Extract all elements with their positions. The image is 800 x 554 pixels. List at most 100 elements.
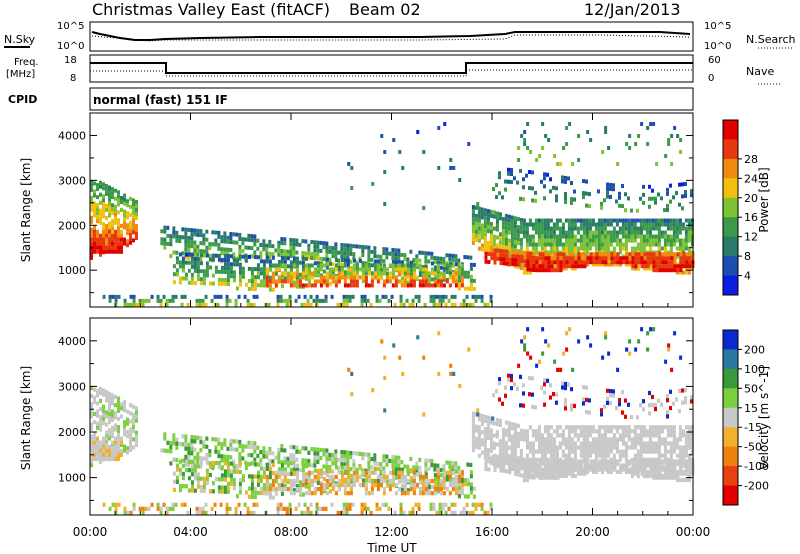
power-cell bbox=[108, 205, 111, 210]
power-cell bbox=[594, 234, 598, 239]
velocity-cell bbox=[645, 441, 649, 446]
velocity-cell bbox=[442, 470, 446, 475]
velocity-cell bbox=[649, 467, 653, 472]
power-cell bbox=[445, 279, 449, 284]
power-cell bbox=[280, 256, 284, 261]
velocity-cell bbox=[480, 442, 484, 447]
power-cell bbox=[322, 263, 326, 268]
velocity-cell bbox=[315, 502, 319, 507]
power-cell bbox=[108, 245, 111, 250]
power-cell bbox=[595, 252, 599, 257]
power-cell bbox=[601, 260, 605, 265]
velocity-cell bbox=[630, 445, 634, 450]
power-cell bbox=[483, 220, 487, 225]
power-cell bbox=[574, 256, 578, 261]
power-cell bbox=[96, 207, 99, 212]
velocity-cell bbox=[120, 452, 123, 458]
power-cell bbox=[511, 262, 515, 267]
power-cell bbox=[538, 264, 542, 269]
power-cell bbox=[507, 250, 511, 255]
power-cell bbox=[442, 263, 446, 268]
velocity-cell bbox=[361, 478, 365, 483]
velocity-cell bbox=[376, 466, 380, 471]
velocity-cell bbox=[268, 475, 272, 480]
power-cell bbox=[556, 268, 560, 273]
power-cell bbox=[679, 149, 683, 154]
velocity-cell bbox=[417, 506, 421, 511]
power-cell bbox=[108, 221, 111, 226]
power-cell bbox=[120, 237, 123, 242]
power-cell bbox=[667, 137, 671, 142]
velocity-cell bbox=[352, 470, 356, 475]
velocity-cell bbox=[102, 456, 105, 462]
power-cell bbox=[309, 294, 313, 299]
power-cell bbox=[648, 226, 652, 231]
velocity-cell bbox=[438, 506, 442, 511]
velocity-cell bbox=[631, 471, 635, 476]
velocity-cell bbox=[474, 444, 478, 449]
velocity-cell bbox=[232, 459, 236, 464]
velocity-cell bbox=[516, 423, 520, 428]
power-cell bbox=[421, 283, 425, 288]
power-cell bbox=[670, 268, 674, 273]
velocity-cell bbox=[93, 444, 96, 449]
velocity-cell bbox=[250, 440, 254, 446]
power-cell bbox=[652, 260, 656, 265]
velocity-cell bbox=[594, 429, 598, 434]
power-cell bbox=[379, 271, 383, 276]
velocity-cell bbox=[343, 470, 347, 475]
velocity-cell bbox=[579, 433, 583, 438]
velocity-cell bbox=[684, 445, 688, 450]
power-cell bbox=[214, 238, 218, 243]
velocity-cell bbox=[531, 429, 535, 434]
velocity-cell bbox=[595, 467, 599, 472]
velocity-cell bbox=[315, 510, 319, 516]
power-cell bbox=[259, 255, 263, 260]
velocity-cell bbox=[687, 441, 691, 446]
velocity-cell bbox=[358, 451, 362, 456]
velocity-cell bbox=[196, 435, 200, 440]
power-cell bbox=[534, 218, 538, 223]
power-cell bbox=[568, 252, 572, 257]
power-cell bbox=[670, 161, 674, 166]
velocity-cell bbox=[268, 466, 272, 472]
velocity-cell bbox=[466, 494, 470, 499]
power-cell bbox=[570, 246, 574, 251]
velocity-cell bbox=[147, 506, 151, 511]
velocity-cell bbox=[369, 510, 373, 516]
velocity-cell bbox=[241, 478, 245, 483]
velocity-cell bbox=[556, 467, 560, 472]
velocity-cell bbox=[669, 433, 673, 438]
power-cell bbox=[451, 271, 455, 276]
velocity-cell bbox=[471, 510, 475, 516]
power-cell bbox=[621, 218, 625, 223]
power-cell bbox=[99, 252, 102, 257]
velocity-cell bbox=[391, 478, 395, 484]
velocity-cell bbox=[217, 489, 221, 494]
velocity-cell bbox=[295, 478, 299, 484]
velocity-cell bbox=[277, 459, 281, 465]
power-cell bbox=[561, 230, 565, 235]
velocity-cell bbox=[382, 487, 386, 492]
velocity-cell bbox=[409, 482, 413, 488]
power-cell bbox=[654, 222, 658, 227]
power-cell bbox=[585, 250, 589, 255]
velocity-cell bbox=[108, 416, 111, 421]
power-cell bbox=[690, 266, 694, 271]
velocity-cell bbox=[90, 402, 93, 407]
velocity-cell bbox=[592, 463, 596, 468]
power-cell bbox=[216, 302, 220, 307]
velocity-cell bbox=[663, 437, 667, 442]
power-cell bbox=[625, 141, 629, 146]
power-cell bbox=[634, 141, 638, 146]
velocity-cell bbox=[618, 425, 622, 430]
power-cell bbox=[202, 253, 206, 258]
power-cell bbox=[301, 271, 305, 276]
power-cell bbox=[226, 247, 230, 252]
power-cell bbox=[430, 271, 434, 276]
velocity-cell bbox=[364, 468, 368, 473]
power-cell bbox=[286, 249, 290, 254]
velocity-cell bbox=[627, 425, 631, 430]
power-cell bbox=[286, 256, 290, 261]
velocity-cell bbox=[180, 502, 184, 507]
